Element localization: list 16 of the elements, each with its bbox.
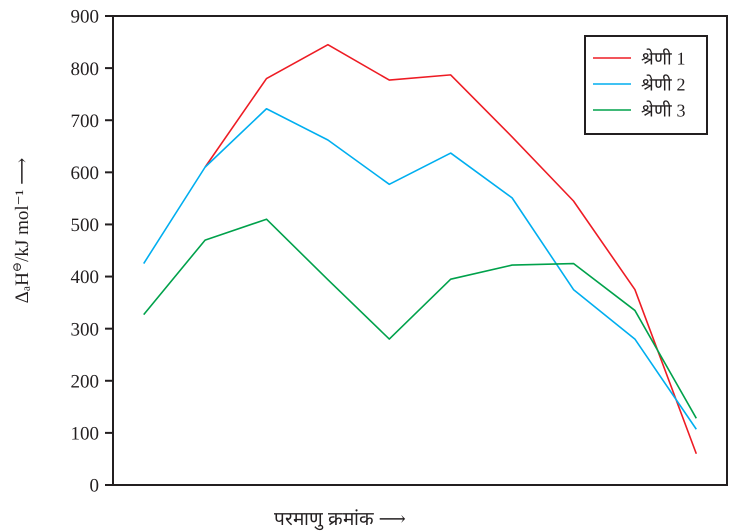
line-series xyxy=(204,44,698,455)
x-axis-title: परमाणु क्रमांक ⟶ xyxy=(274,509,406,531)
y-tick-label: 600 xyxy=(70,162,99,184)
y-tick-label: 100 xyxy=(70,424,99,445)
legend-label: श्रेणी 1 xyxy=(641,47,686,68)
legend-label: श्रेणी 3 xyxy=(641,99,686,120)
y-tick-label: 900 xyxy=(70,6,99,28)
y-tick-label: 700 xyxy=(70,110,99,132)
legend-label: श्रेणी 2 xyxy=(641,73,686,94)
y-tick-label: 0 xyxy=(90,476,99,497)
y-tick-label: 400 xyxy=(70,267,99,288)
y-tick-label: 200 xyxy=(70,371,99,392)
y-tick-label: 300 xyxy=(70,319,99,340)
y-tick-label: 500 xyxy=(70,215,99,236)
y-tick-label: 800 xyxy=(70,58,99,80)
line-series xyxy=(142,218,698,420)
